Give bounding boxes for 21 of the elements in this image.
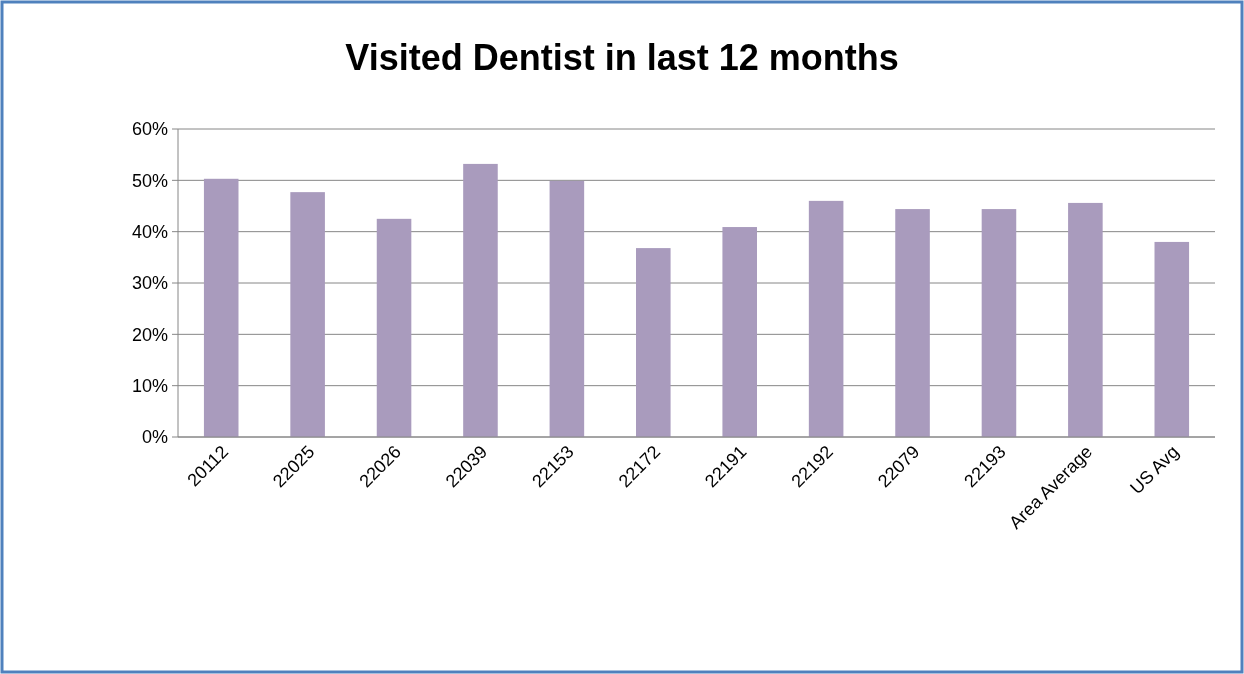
y-tick-label: 30%	[131, 273, 168, 294]
bar	[203, 178, 239, 437]
y-tick-label: 10%	[131, 375, 168, 396]
bar	[895, 209, 930, 437]
bar	[722, 227, 757, 437]
bar	[376, 218, 412, 437]
bar	[808, 200, 844, 437]
y-tick-label: 60%	[131, 119, 168, 140]
bar	[636, 248, 671, 437]
x-tick-label: US Avg	[1126, 441, 1183, 499]
bar	[981, 209, 1017, 437]
bar	[463, 163, 498, 437]
bar	[1068, 202, 1103, 437]
y-tick-label: 40%	[131, 221, 168, 242]
bar	[1154, 241, 1190, 437]
y-tick-label: 50%	[131, 170, 168, 191]
chart-title: Visited Dentist in last 12 months	[345, 37, 899, 78]
y-tick-label: 0%	[141, 427, 168, 448]
bar	[290, 192, 325, 437]
bar	[549, 180, 585, 437]
y-tick-label: 20%	[131, 324, 168, 345]
